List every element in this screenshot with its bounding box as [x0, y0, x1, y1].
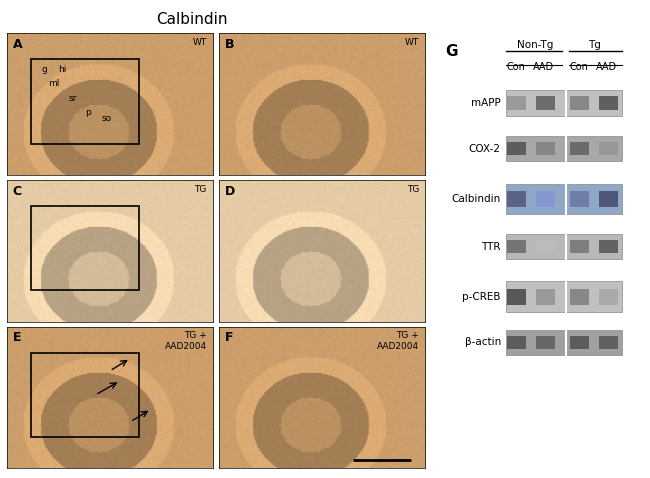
Bar [569, 142, 590, 155]
Text: E: E [13, 331, 21, 345]
Bar [536, 336, 555, 349]
Text: Tg: Tg [588, 40, 601, 50]
Text: TTR: TTR [482, 241, 501, 251]
Text: AAD: AAD [596, 62, 617, 72]
Text: F: F [226, 331, 234, 345]
Text: TG: TG [407, 185, 419, 194]
Text: TG +
AAD2004: TG + AAD2004 [164, 331, 207, 351]
Text: mAPP: mAPP [471, 98, 501, 108]
Text: Con: Con [569, 62, 588, 72]
Bar [506, 234, 621, 259]
Text: B: B [226, 38, 235, 51]
Bar [507, 191, 526, 206]
Text: p: p [85, 109, 90, 118]
Text: hi: hi [58, 65, 66, 74]
Bar [599, 142, 618, 155]
Text: WT: WT [192, 38, 207, 47]
Bar [31, 353, 138, 437]
Bar [536, 191, 555, 206]
Bar [506, 136, 621, 162]
Bar [506, 282, 621, 312]
Bar [507, 240, 526, 253]
Bar [536, 97, 555, 109]
Text: so: so [101, 114, 112, 123]
Text: β-actin: β-actin [465, 337, 501, 348]
Bar [31, 59, 138, 143]
Bar [506, 90, 621, 116]
Text: G: G [446, 44, 458, 59]
Bar [599, 191, 618, 206]
Text: COX-2: COX-2 [469, 144, 501, 154]
Text: A: A [13, 38, 22, 51]
Bar [569, 240, 590, 253]
Bar [506, 330, 621, 355]
Text: Con: Con [506, 62, 525, 72]
Bar [507, 336, 526, 349]
Text: D: D [226, 185, 235, 197]
Text: g: g [42, 65, 47, 74]
Bar [507, 97, 526, 109]
Bar [506, 184, 621, 214]
Bar [507, 142, 526, 155]
Text: WT: WT [405, 38, 419, 47]
Bar [507, 289, 526, 304]
Text: Calbindin: Calbindin [156, 12, 228, 27]
Text: ml: ml [48, 79, 59, 88]
Text: Non-Tg: Non-Tg [517, 40, 553, 50]
Bar [569, 97, 590, 109]
Bar [536, 289, 555, 304]
Text: p-CREB: p-CREB [462, 292, 501, 302]
Text: AAD: AAD [533, 62, 554, 72]
Bar [31, 206, 138, 291]
Bar [536, 240, 555, 253]
Bar [569, 336, 590, 349]
Bar [599, 289, 618, 304]
Text: sr: sr [68, 94, 77, 103]
Bar [599, 336, 618, 349]
Text: TG +
AAD2004: TG + AAD2004 [377, 331, 419, 351]
Bar [599, 240, 618, 253]
Bar [536, 142, 555, 155]
Bar [599, 97, 618, 109]
Text: C: C [13, 185, 22, 197]
Text: Calbindin: Calbindin [452, 194, 501, 204]
Bar [569, 289, 590, 304]
Text: TG: TG [194, 185, 207, 194]
Bar [569, 191, 590, 206]
